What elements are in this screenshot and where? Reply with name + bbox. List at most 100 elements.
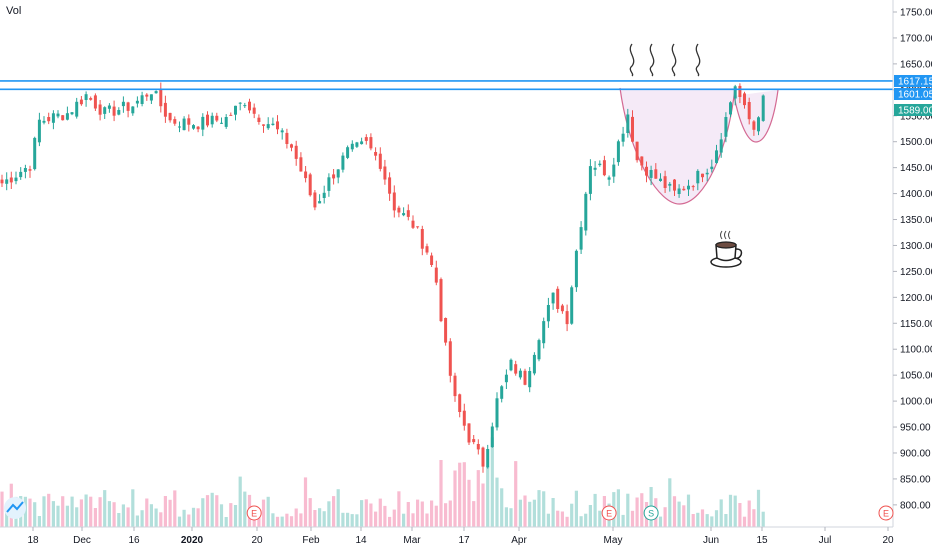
volume-bar: [117, 513, 121, 527]
candle-body: [673, 179, 676, 191]
tradingview-logo-icon[interactable]: [4, 497, 26, 519]
candle-body: [313, 192, 317, 208]
event-circle: [643, 505, 659, 521]
candle-body: [70, 112, 74, 115]
volume-bar: [374, 511, 378, 527]
volume-bar: [439, 460, 443, 527]
volume-bar: [369, 503, 373, 527]
candle-body: [61, 115, 65, 121]
volume-bar: [733, 495, 737, 527]
volume-bar: [542, 491, 546, 527]
volume-bar: [453, 470, 457, 527]
volume-bar: [303, 477, 308, 527]
split-event-marker[interactable]: S: [643, 505, 659, 521]
earnings-event-marker[interactable]: E: [601, 505, 617, 521]
candle-body: [135, 100, 139, 104]
candle-body: [593, 167, 597, 170]
volume-bar: [210, 492, 214, 527]
candle-body: [159, 89, 163, 107]
volume-bar: [280, 516, 284, 527]
x-tick-label: Apr: [511, 535, 527, 546]
volume-bar: [434, 505, 438, 527]
x-tick-label: Dec: [73, 535, 91, 546]
volume-bar: [271, 513, 275, 527]
candle-body: [145, 94, 149, 97]
candle-body: [42, 120, 46, 123]
candle-body: [163, 102, 167, 117]
volume-bar: [579, 516, 583, 527]
candle-body: [416, 226, 420, 228]
volume-bar: [47, 493, 51, 527]
volume-bar: [714, 510, 719, 527]
volume-bar: [616, 489, 620, 527]
volume-bar: [518, 499, 522, 527]
x-tick-label: 2020: [181, 535, 204, 546]
volume-bar: [261, 499, 266, 527]
volume-bar: [308, 498, 312, 527]
candle-body: [616, 141, 620, 163]
x-tick-label: Mar: [403, 535, 421, 546]
volume-indicator-label[interactable]: Vol: [6, 5, 22, 17]
candle-body: [462, 410, 466, 426]
price-tag-label: 1601.05: [898, 90, 932, 101]
candle-body: [336, 169, 340, 178]
x-tick-label: 14: [355, 535, 367, 546]
volume-bar: [0, 491, 4, 527]
candle-body: [140, 95, 144, 104]
cup-fill: [620, 88, 735, 205]
volume-bar: [416, 499, 420, 527]
y-tick-label: 1500.00: [900, 137, 932, 148]
candle-body: [631, 116, 634, 142]
candle-body: [406, 210, 410, 217]
volume-bar: [135, 515, 139, 527]
candle-body: [551, 292, 555, 304]
candle-body: [350, 143, 354, 150]
volume-bar: [728, 494, 733, 527]
price-tag-label: 1617.15: [898, 77, 932, 88]
volume-bar: [182, 509, 186, 527]
coffee: [715, 241, 737, 249]
volume-bar: [528, 501, 532, 527]
candle-body: [542, 321, 546, 344]
candle-body: [761, 95, 765, 121]
volume-bar: [495, 477, 499, 527]
candle-body: [0, 179, 4, 184]
earnings-event-marker[interactable]: E: [246, 505, 262, 521]
handle-fill: [734, 90, 778, 142]
volume-bar: [630, 510, 635, 527]
candle-body: [514, 364, 518, 374]
candle-body: [495, 398, 499, 428]
candle-body: [276, 121, 279, 130]
volume-bar: [425, 513, 429, 527]
volume-bar: [761, 511, 765, 527]
volume-bar: [215, 495, 219, 527]
annotations: [629, 43, 743, 268]
volume-bar: [490, 437, 494, 527]
volume-bar: [668, 478, 672, 527]
candle-body: [518, 370, 522, 378]
price-tag: [894, 104, 932, 116]
volume-bar: [70, 496, 74, 527]
volume-bar: [163, 496, 167, 527]
volume-bar: [224, 517, 228, 527]
event-circle: [878, 505, 894, 521]
x-tick-label: 20: [882, 535, 894, 546]
candle-body: [355, 142, 359, 147]
volume-bar: [131, 489, 135, 527]
volume-bar: [238, 476, 242, 527]
volume-bar: [430, 500, 434, 527]
volume-bar: [672, 496, 677, 527]
earnings-event-marker[interactable]: E: [878, 505, 894, 521]
candle-body: [168, 112, 172, 121]
candle-body: [682, 188, 686, 191]
y-tick-label: 1550.00: [900, 111, 932, 122]
x-tick-label: 16: [128, 535, 140, 546]
candle-body: [252, 107, 256, 114]
volume-bar: [23, 496, 27, 527]
volume-bar: [145, 498, 149, 527]
candle-body: [752, 121, 756, 130]
volume-bar: [360, 500, 364, 527]
candle-body: [173, 119, 177, 124]
